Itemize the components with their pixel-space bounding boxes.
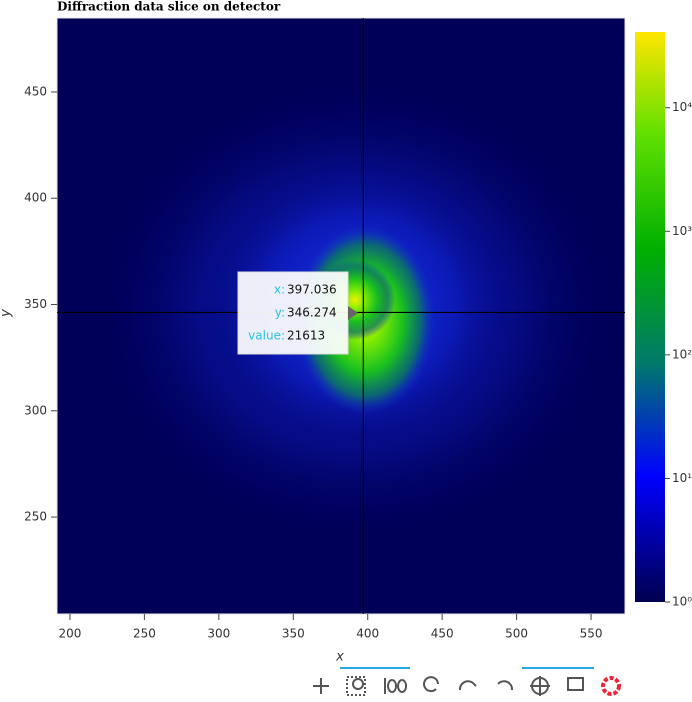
colorbar-tick-label: 10¹ xyxy=(672,471,692,485)
x-tick-label: 250 xyxy=(133,627,156,641)
colorbar-tick-label: 10⁴ xyxy=(672,100,692,114)
colorbar-tick-label: 10⁰ xyxy=(672,595,692,609)
pan-tool[interactable] xyxy=(313,678,329,694)
x-tick-label: 200 xyxy=(58,627,81,641)
x-tick-label: 500 xyxy=(505,627,528,641)
y-tick-label: 300 xyxy=(24,403,47,417)
tooltip-value: 346.274 xyxy=(287,306,337,320)
x-tick-label: 300 xyxy=(207,627,230,641)
tooltip-label: value: xyxy=(248,329,285,343)
x-tick-label: 450 xyxy=(431,627,454,641)
undo-tool[interactable] xyxy=(458,680,477,691)
wheel-zoom-tool[interactable] xyxy=(384,678,408,694)
x-tick-label: 350 xyxy=(282,627,305,641)
tooltip-value: 397.036 xyxy=(287,283,337,297)
tooltip-label: y: xyxy=(275,306,285,320)
x-tick-label: 550 xyxy=(580,627,603,641)
y-tick-label: 450 xyxy=(24,84,47,98)
redo-tool[interactable] xyxy=(497,680,514,691)
tooltip-arrow xyxy=(348,306,358,320)
colorbar-tick-label: 10² xyxy=(672,347,692,361)
y-axis-label: y xyxy=(0,309,14,318)
tooltip-value: 21613 xyxy=(287,329,325,343)
x-axis-label: x xyxy=(335,650,344,665)
box-zoom-lens xyxy=(352,678,364,690)
box-zoom-tool[interactable] xyxy=(346,676,366,696)
plot-frame xyxy=(56,17,626,615)
bokeh-logo[interactable] xyxy=(601,676,621,696)
chart-title: Diffraction data slice on detector xyxy=(57,0,281,14)
y-tick-label: 350 xyxy=(24,297,47,311)
colorbar xyxy=(635,32,665,602)
tooltip-box xyxy=(237,271,349,355)
y-tick-label: 250 xyxy=(24,510,47,524)
y-tick-label: 400 xyxy=(24,191,47,205)
toolbar xyxy=(313,667,621,696)
crosshair-tool-lines xyxy=(530,676,550,696)
colorbar-tick-label: 10³ xyxy=(672,224,692,238)
x-tick-label: 400 xyxy=(356,627,379,641)
tooltip-label: x: xyxy=(274,283,285,297)
reset-tool[interactable] xyxy=(423,676,439,693)
hover-tool[interactable] xyxy=(567,677,584,691)
heatmap xyxy=(57,18,625,614)
